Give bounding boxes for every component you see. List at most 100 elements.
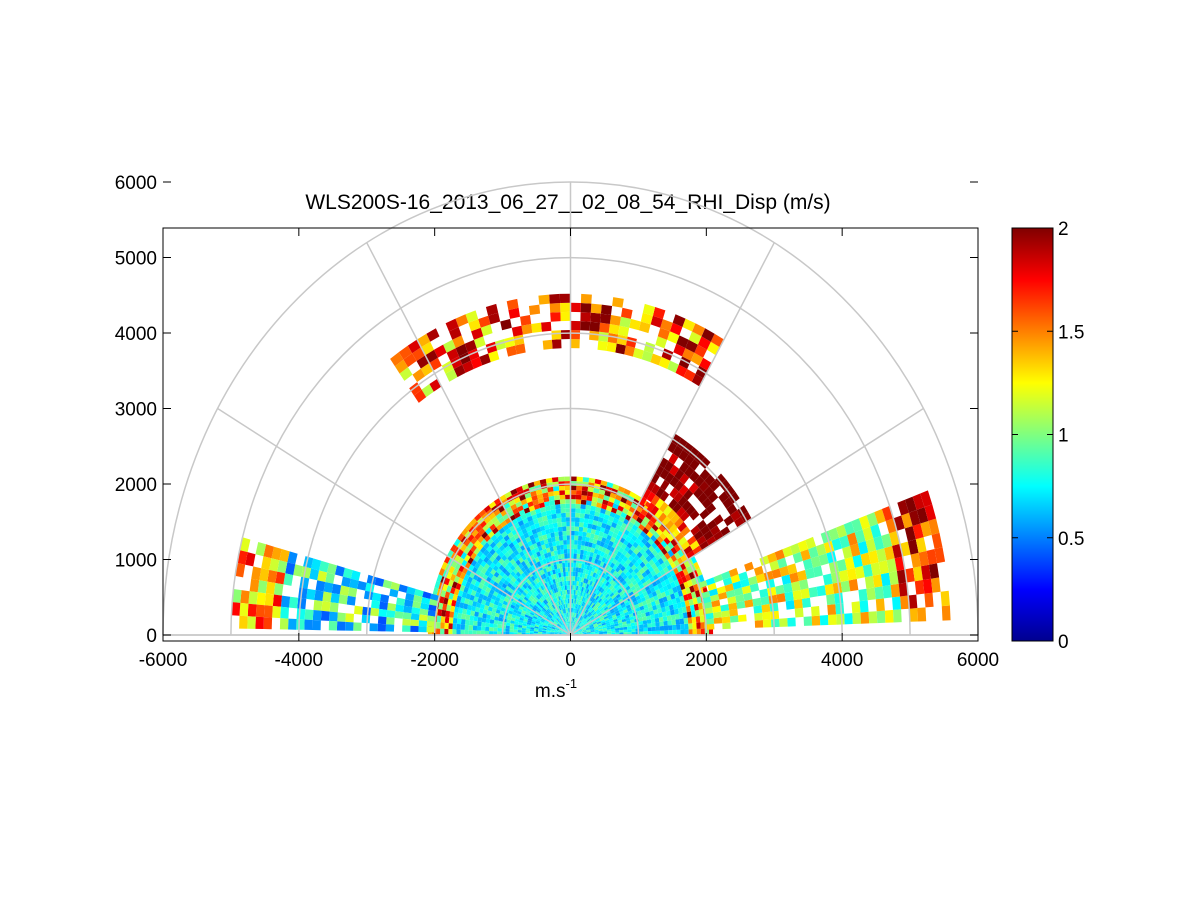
data-cell [548, 565, 553, 572]
data-cell [606, 629, 612, 632]
data-cell [467, 557, 474, 565]
data-cell [625, 593, 631, 599]
data-cell [565, 622, 568, 627]
data-cell [517, 629, 522, 633]
data-cell [580, 617, 584, 622]
data-cell [682, 318, 696, 332]
data-cell [890, 583, 901, 598]
data-cell [685, 339, 698, 353]
data-cell [492, 551, 499, 559]
data-cell [878, 560, 889, 575]
data-cell [476, 630, 481, 635]
data-cell [515, 615, 520, 620]
data-cell [439, 596, 445, 604]
data-cell [802, 558, 813, 570]
data-cell [410, 625, 419, 632]
data-cell [674, 613, 680, 620]
data-cell [522, 591, 527, 597]
data-cell [546, 609, 551, 614]
data-cell [642, 544, 649, 552]
data-cell [749, 583, 760, 593]
data-cell [499, 538, 506, 545]
data-cell [567, 612, 569, 618]
data-cell [522, 517, 529, 525]
data-cell [570, 517, 576, 522]
data-cell [488, 350, 500, 363]
data-cell [543, 594, 548, 600]
data-cell [478, 612, 483, 618]
data-cell [457, 549, 464, 558]
data-cell [583, 522, 589, 528]
data-cell [562, 567, 566, 573]
data-cell [563, 590, 566, 595]
data-cell [595, 544, 600, 550]
data-cell [637, 589, 643, 596]
data-cell [713, 514, 724, 526]
data-cell [514, 606, 519, 611]
data-cell [412, 347, 426, 361]
data-cell [520, 560, 527, 567]
data-cell [589, 551, 594, 558]
data-cell [597, 340, 608, 351]
data-cell [566, 589, 569, 595]
data-cell [512, 507, 519, 515]
data-cell [643, 534, 651, 542]
data-cell [555, 602, 559, 607]
data-cell [552, 541, 557, 547]
data-cell [651, 542, 658, 550]
data-cell [805, 536, 816, 550]
data-cell [550, 504, 556, 511]
data-cell [563, 604, 566, 609]
data-cell [586, 618, 591, 622]
data-cell [658, 524, 666, 533]
data-cell [548, 601, 552, 607]
data-cell [909, 509, 921, 526]
data-cell [627, 626, 632, 630]
data-cell [497, 534, 504, 542]
data-cell [612, 596, 618, 602]
data-cell [566, 580, 569, 586]
data-cell [275, 571, 286, 585]
data-cell [566, 539, 571, 545]
data-cell [598, 586, 603, 592]
data-cell [573, 589, 576, 595]
data-cell [505, 528, 512, 535]
data-cell [631, 534, 638, 542]
data-cell [533, 573, 538, 580]
data-cell [539, 525, 546, 532]
data-cell [530, 490, 537, 497]
data-cell [598, 531, 604, 538]
data-cell [546, 631, 551, 633]
data-cell [692, 628, 697, 635]
axis-ticks [162, 181, 979, 641]
data-cell [792, 589, 802, 601]
data-cell [567, 626, 570, 631]
data-cell [520, 513, 527, 520]
data-cell [787, 617, 796, 627]
data-cell [386, 617, 395, 625]
y-tick-label: 1000 [115, 551, 157, 572]
data-cell [596, 590, 601, 596]
data-cell [581, 591, 585, 597]
data-cell [575, 508, 581, 514]
data-cell [513, 626, 518, 630]
data-cell [595, 584, 599, 590]
data-cell [647, 572, 653, 579]
data-cell [674, 544, 681, 552]
data-cell [572, 621, 574, 627]
data-cell [538, 502, 545, 509]
data-cell [508, 499, 516, 507]
data-cell [565, 499, 571, 504]
data-cell [565, 508, 571, 513]
data-cell [597, 580, 602, 586]
data-cell [541, 595, 546, 601]
data-cell [485, 586, 491, 593]
data-cell [599, 576, 604, 582]
data-cell [605, 575, 611, 582]
data-cell [598, 628, 603, 631]
data-cell [868, 550, 879, 564]
data-cell [489, 555, 496, 563]
data-cell [848, 578, 859, 592]
data-cell [665, 605, 670, 612]
data-cell [578, 581, 582, 587]
